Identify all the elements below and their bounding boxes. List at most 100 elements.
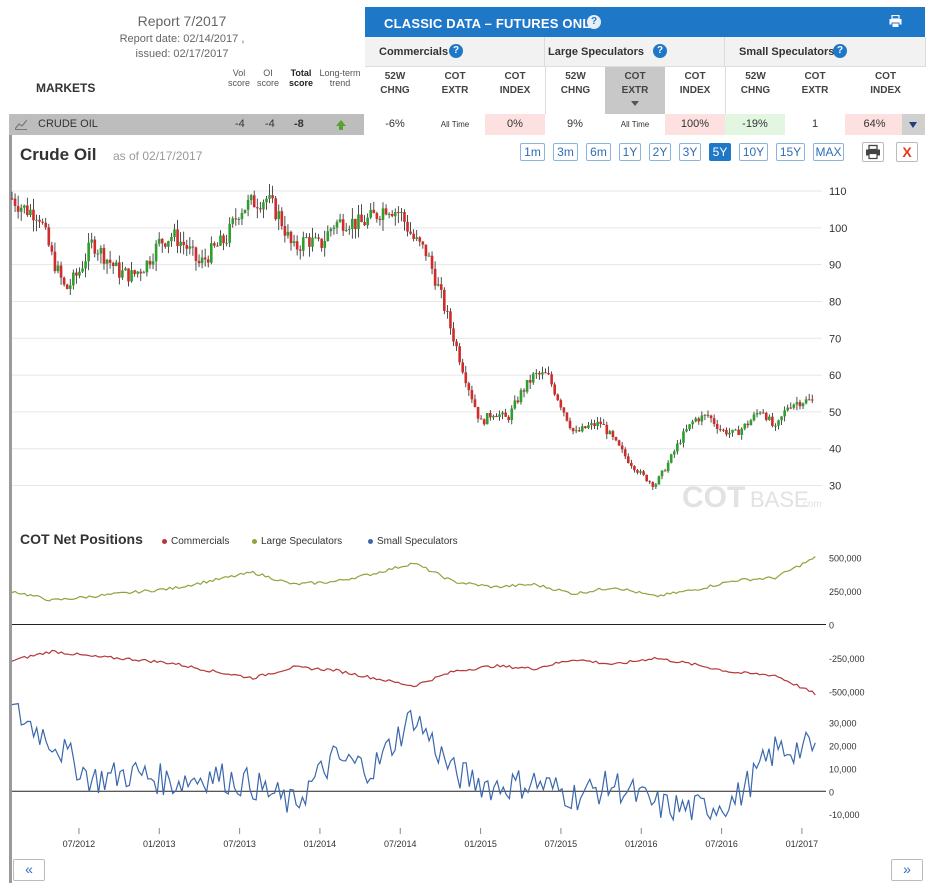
- range-button-10y[interactable]: 10Y: [739, 143, 768, 161]
- candle-body: [761, 412, 765, 414]
- candle-body: [774, 425, 777, 427]
- candle-body: [749, 420, 753, 426]
- row-dropdown-icon[interactable]: [902, 114, 925, 135]
- range-button-1m[interactable]: 1m: [520, 143, 545, 161]
- column-header[interactable]: 52W CHNG: [365, 66, 425, 114]
- candle-body: [712, 418, 716, 424]
- market-name[interactable]: CRUDE OIL: [38, 118, 98, 130]
- market-row-crude-oil[interactable]: CRUDE OIL -4 -4 -8 -6% All Time 0% 9% All Ti…: [9, 114, 925, 135]
- range-button-5y[interactable]: 5Y: [709, 143, 731, 161]
- candle-body: [206, 259, 210, 263]
- candle-body: [179, 241, 182, 247]
- range-button-1y[interactable]: 1Y: [619, 143, 641, 161]
- candle-body: [498, 414, 501, 417]
- candle-body: [439, 284, 443, 290]
- print-icon: [866, 144, 880, 160]
- column-header[interactable]: COT EXTR: [785, 66, 845, 114]
- range-button-6m[interactable]: 6m: [586, 143, 611, 161]
- candle-body: [682, 431, 685, 443]
- legend-small-speculators[interactable]: Small Speculators: [368, 536, 458, 547]
- candle-body: [38, 219, 41, 222]
- column-header[interactable]: COT EXTR: [425, 66, 485, 114]
- candle-body: [301, 237, 305, 251]
- candle-body: [400, 212, 403, 214]
- candle-body: [29, 209, 32, 216]
- chart-print-button[interactable]: [862, 142, 884, 162]
- candle-body: [240, 212, 244, 220]
- candle-body: [142, 272, 146, 274]
- column-header[interactable]: COT INDEX: [485, 66, 545, 114]
- candle-body: [329, 228, 333, 232]
- candle-body: [81, 268, 84, 272]
- range-button-3m[interactable]: 3m: [553, 143, 578, 161]
- candle-body: [464, 372, 468, 384]
- column-header[interactable]: 52W CHNG: [725, 66, 785, 114]
- help-icon[interactable]: ?: [587, 15, 601, 29]
- legend-large-speculators[interactable]: Large Speculators: [252, 536, 342, 547]
- mini-chart-icon[interactable]: [15, 119, 27, 130]
- range-button-15y[interactable]: 15Y: [776, 143, 805, 161]
- candle-body: [657, 476, 661, 485]
- column-header-line2: CHNG: [380, 85, 410, 96]
- candle-body: [90, 239, 94, 243]
- candle-body: [84, 261, 87, 269]
- candle-body: [676, 443, 679, 452]
- column-header-line1: COT: [624, 71, 646, 82]
- range-button-max[interactable]: MAX: [813, 143, 844, 161]
- legend-commercials[interactable]: Commercials: [162, 536, 229, 547]
- x-tick-label: 01/2015: [464, 839, 497, 849]
- candle-body: [700, 415, 704, 422]
- candle-body: [317, 237, 320, 239]
- column-header[interactable]: 52W CHNG: [545, 66, 605, 114]
- candle-body: [590, 423, 593, 426]
- candle-body: [406, 221, 409, 232]
- candle-body: [375, 213, 379, 219]
- next-period-button[interactable]: »: [891, 859, 923, 881]
- print-icon[interactable]: [889, 15, 902, 28]
- help-icon[interactable]: ?: [833, 44, 847, 58]
- candle-body: [341, 219, 345, 231]
- row-cell: 100%: [665, 114, 725, 135]
- group-commercials: Commercials ?: [365, 37, 545, 66]
- help-icon[interactable]: ?: [653, 44, 667, 58]
- range-button-2y[interactable]: 2Y: [649, 143, 671, 161]
- x-tick-label: 01/2013: [143, 839, 176, 849]
- candle-body: [127, 268, 130, 282]
- candle-body: [807, 399, 811, 401]
- y-tick-label: -10,000: [829, 810, 860, 820]
- candle-body: [755, 413, 759, 415]
- column-header-line1: 52W: [384, 71, 406, 82]
- candle-body: [436, 284, 440, 286]
- column-header[interactable]: COT EXTR: [605, 66, 665, 114]
- candle-body: [777, 420, 780, 426]
- candle-body: [795, 402, 799, 405]
- candle-body: [50, 245, 54, 252]
- candle-body: [231, 218, 235, 224]
- candle-body: [308, 237, 311, 247]
- candle-body: [191, 246, 195, 248]
- column-header[interactable]: COT INDEX: [665, 66, 725, 114]
- range-button-3y[interactable]: 3Y: [679, 143, 701, 161]
- candle-body: [495, 415, 498, 417]
- candle-body: [114, 262, 118, 267]
- candle-body: [56, 265, 60, 272]
- vol-score-header-line2: score: [227, 78, 250, 88]
- prev-period-button[interactable]: «: [13, 859, 45, 881]
- help-icon[interactable]: ?: [449, 44, 463, 58]
- candle-body: [387, 213, 391, 215]
- series-line-large-speculators: [11, 556, 816, 602]
- candle-body: [758, 412, 762, 414]
- column-header[interactable]: COT INDEX: [845, 66, 926, 114]
- candle-body: [513, 400, 517, 409]
- candle-body: [378, 218, 382, 221]
- candle-body: [688, 424, 691, 430]
- candle-body: [810, 399, 814, 401]
- candle-body: [96, 253, 100, 255]
- candle-body: [188, 246, 192, 249]
- candle-body: [568, 420, 572, 429]
- candle-body: [531, 373, 535, 383]
- candle-body: [314, 237, 317, 239]
- report-date: Report date: 02/14/2017 ,: [119, 33, 245, 45]
- close-chart-button[interactable]: X: [896, 142, 918, 162]
- candle-body: [167, 241, 170, 247]
